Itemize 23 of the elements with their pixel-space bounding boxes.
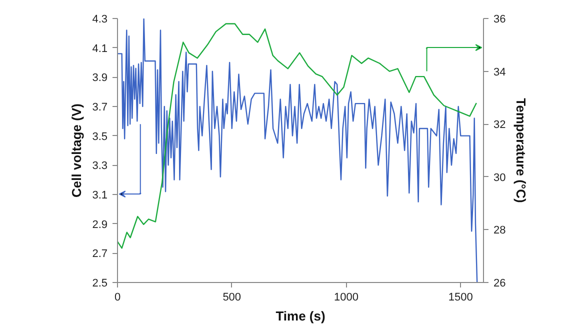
y-tick-label: 3.7 [92, 102, 108, 114]
y-tick-label: 4.3 [92, 14, 108, 26]
y-tick-label: 4.1 [92, 42, 108, 55]
y-tick-label: 2.5 [92, 278, 108, 290]
y2-tick-label: 32 [494, 119, 506, 132]
y2-tick-label: 28 [494, 224, 506, 237]
y-tick-label: 3.3 [92, 160, 108, 172]
y2-tick-label: 36 [494, 14, 506, 26]
y2-tick-label: 34 [494, 66, 506, 78]
y2-axis-title: Temperature (°C) [514, 98, 529, 203]
x-tick-label: 1000 [334, 292, 358, 304]
x-tick-label: 1500 [448, 292, 473, 304]
x-tick-label: 500 [222, 292, 242, 304]
y-axis-title: Cell voltage (V) [69, 104, 84, 198]
y-tick-label: 2.9 [92, 218, 108, 231]
y2-tick-label: 26 [494, 278, 506, 290]
y2-tick-label: 30 [494, 172, 506, 184]
y-tick-label: 3.5 [92, 130, 108, 143]
y-tick-label: 3.1 [92, 190, 108, 202]
x-axis-title: Time (s) [276, 308, 326, 324]
y-tick-label: 2.7 [92, 248, 108, 260]
x-tick-label: 0 [114, 292, 121, 304]
y-tick-label: 3.9 [92, 72, 108, 84]
